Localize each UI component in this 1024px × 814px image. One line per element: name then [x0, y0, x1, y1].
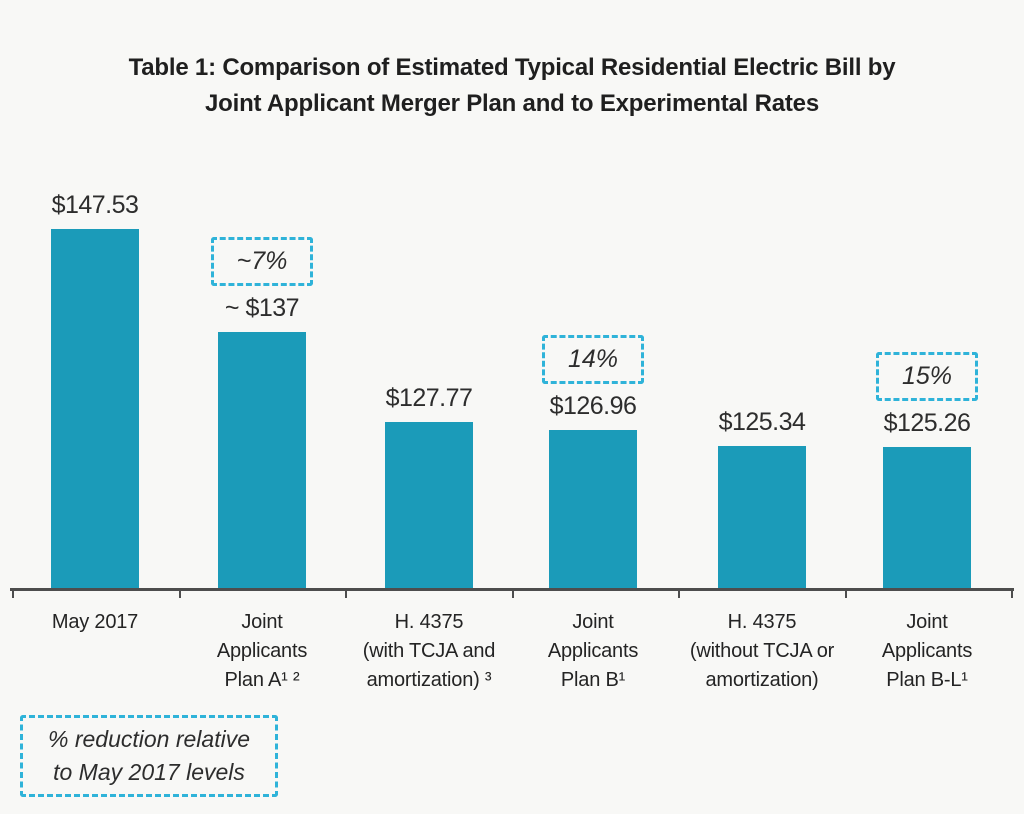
legend-note-box: % reduction relative to May 2017 levels: [20, 715, 278, 797]
category-label: Joint Applicants Plan B¹: [547, 611, 639, 691]
bar: [51, 229, 139, 588]
category-label: Joint Applicants Plan B-L¹: [881, 611, 973, 691]
bar-value-label: $127.77: [385, 384, 473, 412]
bar: [883, 447, 971, 588]
axis-tick: [1011, 588, 1013, 598]
bar: [718, 446, 806, 588]
bar-value-label: $147.53: [51, 191, 139, 219]
reduction-annotation-box: 14%: [542, 335, 644, 384]
chart-title: Table 1: Comparison of Estimated Typical…: [128, 54, 896, 117]
bar: [549, 430, 637, 588]
bar: [218, 332, 306, 588]
axis-tick: [512, 588, 514, 598]
axis-tick: [179, 588, 181, 598]
bar-value-label: $125.34: [718, 408, 806, 436]
bar: [385, 422, 473, 588]
reduction-annotation-box: ~7%: [211, 237, 313, 286]
axis-tick: [845, 588, 847, 598]
bar-value-label: $126.96: [549, 392, 637, 420]
bar-value-label: ~ $137: [224, 294, 300, 322]
axis-tick: [12, 588, 14, 598]
category-label: H. 4375 (without TCJA or amortization): [689, 611, 835, 691]
axis-tick: [678, 588, 680, 598]
category-label: Joint Applicants Plan A¹ ²: [216, 611, 308, 691]
category-label: May 2017: [51, 611, 139, 633]
reduction-annotation-box: 15%: [876, 352, 978, 401]
bar-value-label: $125.26: [883, 409, 971, 437]
axis-tick: [345, 588, 347, 598]
category-label: H. 4375 (with TCJA and amortization) ³: [362, 611, 496, 691]
